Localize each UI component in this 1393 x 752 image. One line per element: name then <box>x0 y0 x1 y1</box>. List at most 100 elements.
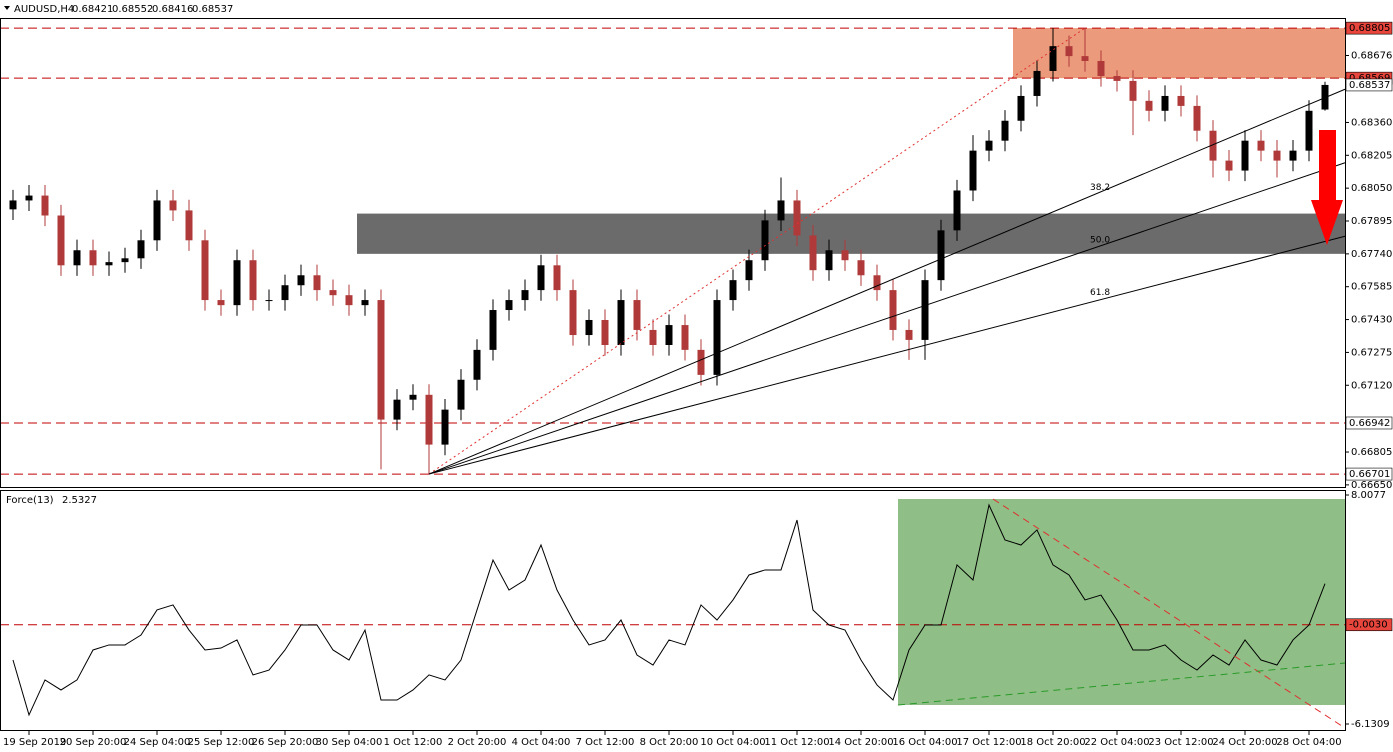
level-label: 0.66942 <box>1349 418 1390 429</box>
x-tick-label: 14 Oct 20:00 <box>828 737 893 748</box>
candle-body <box>1001 120 1009 141</box>
candle-body <box>713 300 721 375</box>
fan-line <box>428 235 1346 475</box>
candle-body <box>1113 76 1121 81</box>
candle-body <box>761 220 769 261</box>
fan-line <box>428 88 1346 475</box>
y-tick-label: 0.68050 <box>1351 183 1392 194</box>
candle-body <box>857 260 865 276</box>
candle-body <box>361 300 369 306</box>
force-title: Force(13) <box>6 495 54 506</box>
candle-body <box>793 200 801 236</box>
force-zone <box>898 499 1345 705</box>
candle-body <box>1017 95 1025 121</box>
candle-body <box>745 260 753 281</box>
x-tick-label: 10 Oct 04:00 <box>700 737 765 748</box>
candle-body <box>153 200 161 241</box>
candle-body <box>969 150 977 191</box>
candle-body <box>777 200 785 221</box>
candle-body <box>1177 95 1185 106</box>
x-tick-label: 8 Oct 20:00 <box>640 737 699 748</box>
force-frame <box>0 490 1346 731</box>
candle-body <box>553 265 561 291</box>
x-tick-label: 25 Sep 12:00 <box>188 737 255 748</box>
candle-body <box>73 250 81 266</box>
candle-body <box>1209 130 1217 161</box>
x-tick-label: 16 Oct 04:00 <box>892 737 957 748</box>
x-tick-label: 17 Oct 12:00 <box>956 737 1021 748</box>
level-label: 0.66701 <box>1349 469 1390 480</box>
candle-body <box>41 195 49 216</box>
candle-body <box>1049 46 1057 71</box>
candle-body <box>313 275 321 291</box>
x-tick-label: 30 Sep 04:00 <box>316 737 383 748</box>
candle-body <box>505 300 513 311</box>
candle-body <box>1225 160 1233 171</box>
zones-layer <box>357 28 1345 254</box>
candle-body <box>1241 140 1249 171</box>
candle-body <box>457 379 465 410</box>
x-tick-label: 2 Oct 20:00 <box>448 737 507 748</box>
force-current: 2.5327 <box>62 495 97 506</box>
candle-body <box>1033 70 1041 96</box>
candle-body <box>825 250 833 271</box>
candle-body <box>569 290 577 336</box>
candle-body <box>1161 95 1169 111</box>
fan-label: 50.0 <box>1090 236 1110 246</box>
y-tick-label: 0.68205 <box>1351 150 1392 161</box>
candle-body <box>697 349 705 375</box>
force-trend-up <box>897 662 1346 706</box>
symbol-title: AUDUSD,H4 <box>14 4 74 15</box>
y-tick-label: 0.67740 <box>1351 249 1392 260</box>
candle-body <box>169 200 177 211</box>
marks-layer: 0.68676 0.68360 0.68205 0.68050 0.67895 0.677… <box>0 21 1392 748</box>
candle-body <box>585 319 593 336</box>
menu-triangle <box>4 6 10 10</box>
candle-body <box>377 300 385 420</box>
y-tick-label: 0.68360 <box>1351 117 1392 128</box>
candle-body <box>233 260 241 306</box>
y-tick-label: -6.1309 <box>1351 719 1390 730</box>
low-value: 0.68416 <box>152 4 193 15</box>
x-tick-label: 7 Oct 12:00 <box>576 737 635 748</box>
candle-body <box>329 290 337 296</box>
candle-body <box>889 290 897 330</box>
candle-body <box>249 260 257 301</box>
candle-body <box>409 394 417 400</box>
candle-body <box>841 250 849 261</box>
fan-label: 38.2 <box>1090 183 1110 193</box>
candle-body <box>1193 105 1201 131</box>
candle-body <box>729 280 737 301</box>
candle-body <box>905 329 913 340</box>
candle-body <box>25 195 33 201</box>
candle-body <box>633 300 641 330</box>
x-tick-label: 1 Oct 12:00 <box>384 737 443 748</box>
x-tick-label: 23 Oct 12:00 <box>1148 737 1213 748</box>
candle-body <box>921 280 929 340</box>
candle-body <box>57 215 65 266</box>
main-frame <box>0 18 1346 488</box>
fan-trend <box>428 27 1086 475</box>
force-line <box>12 503 1326 717</box>
candle-body <box>1305 110 1313 151</box>
candle-body <box>1289 150 1297 161</box>
zone <box>357 213 1345 254</box>
x-tick-label: 18 Oct 20:00 <box>1020 737 1085 748</box>
candle-body <box>9 200 17 210</box>
x-tick-label: 22 Oct 04:00 <box>1084 737 1149 748</box>
candle-body <box>1273 150 1281 161</box>
y-tick-label: 8.0077 <box>1351 490 1386 501</box>
candle-body <box>217 300 225 306</box>
x-tick-label: 19 Sep 2019 <box>3 737 66 748</box>
candle-body <box>1081 56 1089 61</box>
y-tick-label: 0.66805 <box>1351 447 1392 458</box>
down-arrow <box>1311 130 1343 245</box>
candle-body <box>281 285 289 301</box>
current-price-label: 0.68537 <box>1349 80 1390 91</box>
candle-body <box>1129 80 1137 101</box>
candle-body <box>441 409 449 445</box>
level-label: -0.0030 <box>1349 620 1388 631</box>
y-tick-label: 0.67895 <box>1351 216 1392 227</box>
zone <box>1013 28 1345 79</box>
